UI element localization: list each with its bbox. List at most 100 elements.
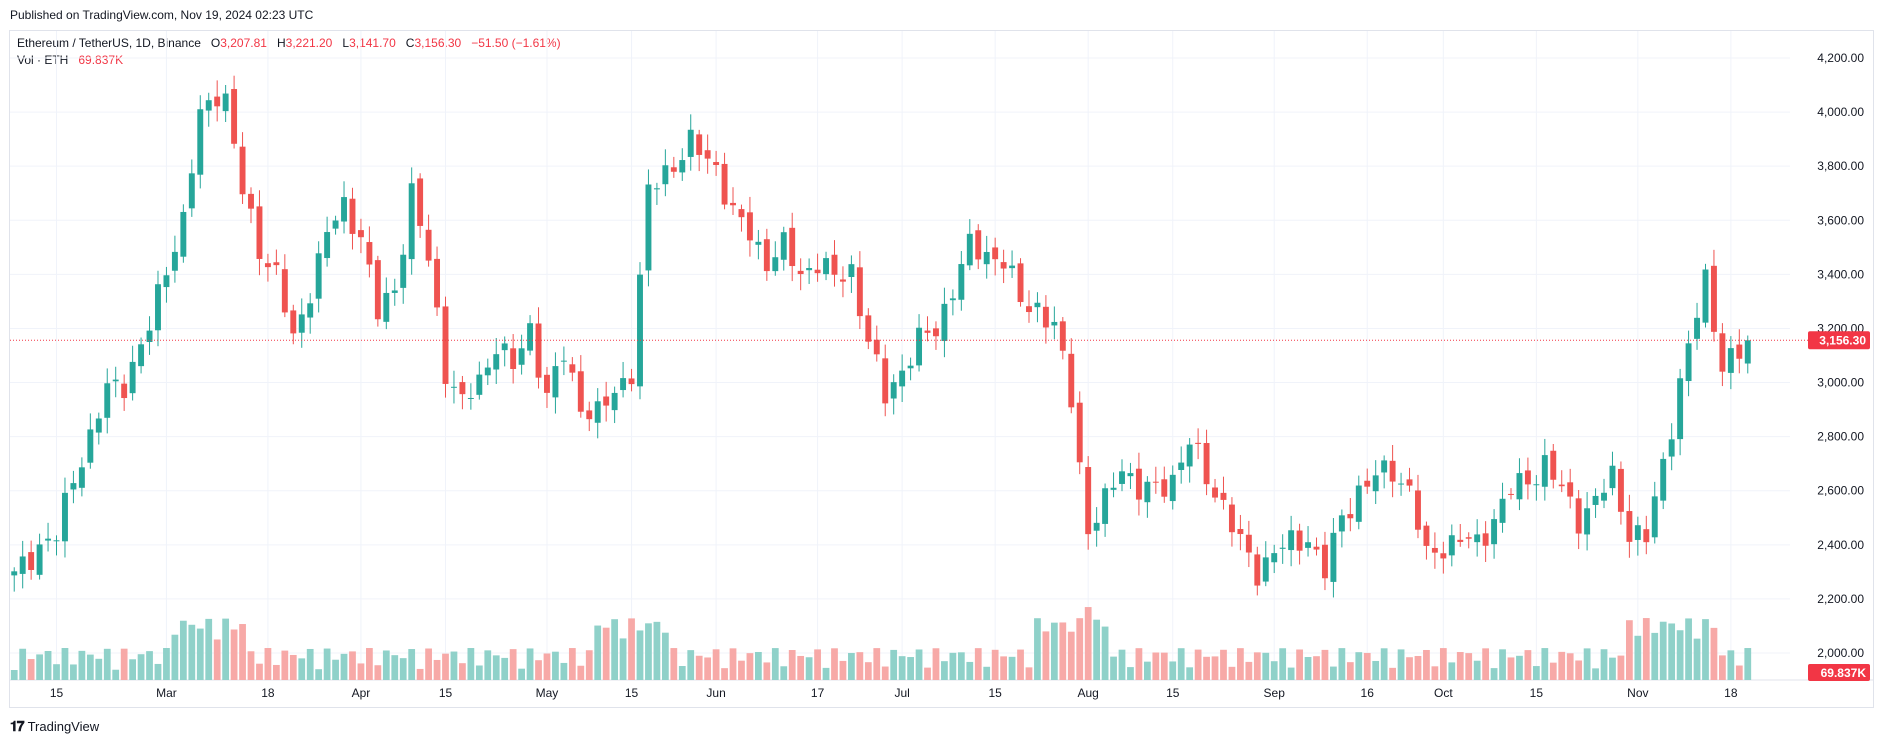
candle-body[interactable]	[1448, 535, 1455, 556]
candle-body[interactable]	[1009, 265, 1016, 269]
candle-body[interactable]	[797, 270, 804, 275]
candle-body[interactable]	[1558, 484, 1565, 487]
candle-body[interactable]	[1508, 493, 1514, 495]
candle-body[interactable]	[544, 374, 550, 393]
candle-body[interactable]	[645, 184, 652, 271]
legend-symbol[interactable]: Ethereum / TetherUS, 1D, Binance	[17, 36, 201, 50]
candle-body[interactable]	[839, 279, 846, 282]
candle-body[interactable]	[19, 556, 26, 574]
candle-body[interactable]	[1288, 530, 1295, 551]
candle-body[interactable]	[1601, 492, 1607, 501]
candle-body[interactable]	[1271, 553, 1278, 563]
candle-body[interactable]	[1212, 487, 1218, 498]
candle-body[interactable]	[11, 571, 18, 576]
candle-body[interactable]	[1660, 458, 1667, 501]
candle-body[interactable]	[1668, 439, 1675, 457]
candle-body[interactable]	[1161, 479, 1168, 497]
candle-body[interactable]	[1093, 522, 1100, 531]
candle-body[interactable]	[1710, 265, 1717, 332]
candle-body[interactable]	[1321, 544, 1328, 579]
candle-body[interactable]	[324, 232, 331, 259]
candle-body[interactable]	[383, 292, 390, 322]
candle-body[interactable]	[214, 96, 221, 107]
candle-body[interactable]	[924, 330, 931, 333]
candle-body[interactable]	[890, 382, 897, 399]
candle-body[interactable]	[907, 365, 914, 369]
candle-body[interactable]	[687, 129, 694, 157]
candle-body[interactable]	[1169, 474, 1176, 502]
candle-body[interactable]	[1102, 488, 1109, 524]
candle-body[interactable]	[28, 552, 35, 570]
candle-body[interactable]	[1245, 534, 1252, 553]
candle-body[interactable]	[78, 467, 85, 488]
candle-body[interactable]	[163, 275, 170, 288]
candle-body[interactable]	[865, 315, 872, 342]
candle-body[interactable]	[611, 392, 618, 411]
candle-body[interactable]	[1305, 542, 1312, 548]
candle-body[interactable]	[1626, 511, 1633, 542]
candle-body[interactable]	[1186, 444, 1193, 467]
candle-body[interactable]	[1406, 479, 1413, 486]
candle-body[interactable]	[315, 253, 322, 299]
candle-body[interactable]	[341, 197, 347, 222]
candle-body[interactable]	[104, 383, 111, 418]
candle-body[interactable]	[1381, 460, 1388, 473]
candle-body[interactable]	[653, 188, 660, 190]
candle-body[interactable]	[1034, 302, 1041, 308]
candle-body[interactable]	[180, 211, 187, 257]
candle-body[interactable]	[298, 314, 305, 333]
candle-body[interactable]	[1550, 450, 1557, 480]
candle-body[interactable]	[1651, 496, 1658, 538]
candle-body[interactable]	[949, 298, 956, 301]
candle-body[interactable]	[36, 544, 43, 575]
candle-body[interactable]	[527, 323, 534, 351]
candle-body[interactable]	[1592, 495, 1599, 505]
candle-body[interactable]	[560, 360, 567, 362]
candle-body[interactable]	[222, 93, 229, 112]
candle-body[interactable]	[1127, 473, 1134, 477]
candle-body[interactable]	[738, 209, 745, 218]
candle-body[interactable]	[112, 379, 119, 382]
candle-body[interactable]	[510, 348, 517, 369]
candle-body[interactable]	[763, 239, 770, 272]
candle-body[interactable]	[1195, 442, 1202, 444]
candle-body[interactable]	[121, 383, 128, 399]
candle-body[interactable]	[1068, 353, 1075, 408]
candle-body[interactable]	[349, 198, 356, 234]
candle-body[interactable]	[264, 263, 271, 268]
candle-body[interactable]	[755, 241, 762, 245]
candle-body[interactable]	[476, 374, 483, 395]
candle-body[interactable]	[713, 162, 720, 165]
candle-body[interactable]	[1524, 470, 1531, 485]
candle-body[interactable]	[730, 202, 736, 206]
candle-body[interactable]	[1017, 263, 1024, 303]
candle-body[interactable]	[586, 410, 593, 420]
candle-body[interactable]	[273, 262, 280, 266]
candle-body[interactable]	[484, 367, 491, 376]
candle-body[interactable]	[1355, 485, 1362, 522]
candle-body[interactable]	[620, 378, 627, 391]
candle-body[interactable]	[171, 251, 178, 271]
candle-body[interactable]	[1533, 484, 1540, 486]
candle-body[interactable]	[823, 258, 829, 275]
candle-body[interactable]	[1694, 317, 1700, 339]
candle-body[interactable]	[425, 229, 432, 261]
candle-body[interactable]	[1279, 547, 1286, 549]
footer-brand[interactable]: TradingView	[27, 719, 100, 734]
candle-body[interactable]	[248, 193, 254, 209]
candle-body[interactable]	[205, 100, 212, 111]
candle-body[interactable]	[467, 397, 474, 399]
candle-body[interactable]	[1736, 344, 1743, 359]
candle-body[interactable]	[138, 344, 145, 367]
candle-body[interactable]	[129, 361, 136, 394]
candle-body[interactable]	[1431, 547, 1438, 553]
candle-body[interactable]	[848, 264, 855, 278]
candle-body[interactable]	[1372, 475, 1379, 492]
candle-body[interactable]	[1744, 340, 1751, 364]
candle-body[interactable]	[772, 257, 779, 272]
candle-body[interactable]	[856, 267, 863, 317]
candle-body[interactable]	[450, 386, 457, 388]
candle-body[interactable]	[806, 268, 813, 271]
candle-body[interactable]	[290, 310, 297, 334]
candle-body[interactable]	[1203, 443, 1210, 485]
